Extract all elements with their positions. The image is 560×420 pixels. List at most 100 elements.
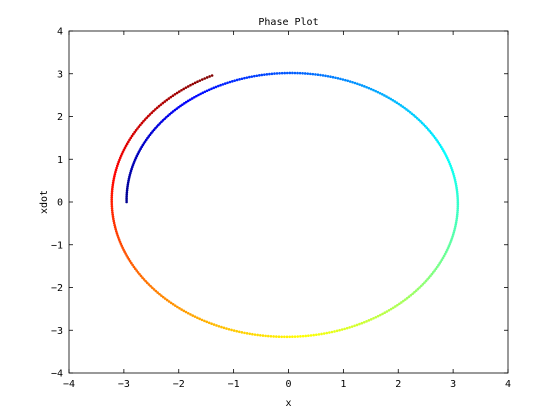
trajectory-point [159,103,163,106]
trajectory-point [167,97,171,100]
trajectory-point [268,72,271,76]
trajectory-point [137,125,141,128]
trajectory-point [414,115,417,119]
trajectory-point [210,74,214,77]
trajectory-point [115,164,119,168]
trajectory-point [433,269,436,272]
trajectory-point [280,71,284,75]
trajectory-point [285,71,289,75]
trajectory-point [133,130,136,134]
trajectory-point [179,104,182,108]
trajectory-point [128,259,132,263]
trajectory-point [177,106,180,109]
trajectory-point [196,316,199,320]
trajectory-point [207,88,211,92]
trajectory-point [348,326,351,329]
trajectory-point [336,77,340,80]
trajectory-point [113,225,117,229]
trajectory-point [454,223,458,226]
trajectory-point [255,74,259,78]
axis-ticks: −4 −3 −2 −1 0 1 2 3 4 −4 −3 −2 −1 0 1 2 3 4 [51,27,511,391]
trajectory-point [117,160,121,164]
trajectory-point [165,115,168,119]
trajectory-point [387,309,391,312]
trajectory-point [195,94,198,98]
trajectory-point [346,79,350,83]
trajectory-point [157,104,161,108]
trajectory-point [369,87,373,91]
trajectory-point [414,289,418,292]
trajectory-point [110,194,114,197]
trajectory-point [238,330,241,334]
trajectory-point [454,221,458,224]
trajectory-point [280,335,283,339]
trajectory-point [127,179,130,182]
trajectory-point [118,240,122,243]
trajectory-point [420,121,424,125]
trajectory-point [365,320,368,323]
trajectory-point [145,281,149,285]
trajectory-point [263,73,266,76]
trajectory-point [275,335,278,338]
trajectory-point [151,286,154,290]
trajectory-point [428,129,432,133]
trajectory-point [345,326,349,330]
trajectory-point [315,333,318,337]
trajectory-point [261,334,265,337]
trajectory-point [117,238,121,241]
trajectory-point [450,166,453,170]
trajectory-point [398,302,401,306]
trajectory-point [301,72,304,75]
trajectory-point [111,181,115,184]
trajectory-point [391,98,395,102]
trajectory-point [448,243,451,246]
trajectory-point [424,279,428,283]
trajectory-point [394,305,397,308]
trajectory-point [362,320,366,324]
trajectory-point [214,85,218,89]
trajectory-point [413,290,416,294]
trajectory-point [435,265,439,269]
trajectory-point [110,200,114,204]
trajectory-point [198,317,201,321]
trajectory-point [225,327,228,330]
trajectory-point [301,334,305,338]
trajectory-point [447,245,451,248]
trajectory-point [124,144,128,147]
trajectory-point [126,185,129,188]
plot-area [68,30,509,374]
trajectory-point [248,75,251,79]
trajectory-point [355,323,359,327]
trajectory-point [322,332,326,335]
trajectory-point [453,227,457,230]
trajectory-point [136,127,139,130]
trajectory-point [215,324,218,327]
trajectory-point [205,76,209,79]
trajectory-point [110,206,114,210]
trajectory-points [110,71,460,339]
trajectory-point [421,282,425,286]
trajectory-point [351,80,354,84]
trajectory-point [309,72,312,76]
trajectory-point [452,231,456,234]
trajectory-point [291,335,294,339]
trajectory-point [365,85,368,89]
trajectory-point [126,183,130,186]
trajectory-point [415,116,419,120]
trajectory-point [111,215,115,219]
trajectory-point [378,91,382,95]
trajectory-point [403,106,406,110]
trajectory-point [168,113,171,116]
trajectory-point [125,188,129,192]
trajectory-point [120,244,123,247]
trajectory-point [161,101,165,105]
y-axis-label: xdot [39,190,50,214]
trajectory-point [434,267,438,271]
trajectory-point [418,286,421,289]
trajectory-point [222,326,226,330]
trajectory-point [303,72,307,75]
trajectory-point [395,101,399,105]
trajectory-point [127,258,131,261]
trajectory-point [200,318,204,322]
trajectory-point [427,276,431,279]
